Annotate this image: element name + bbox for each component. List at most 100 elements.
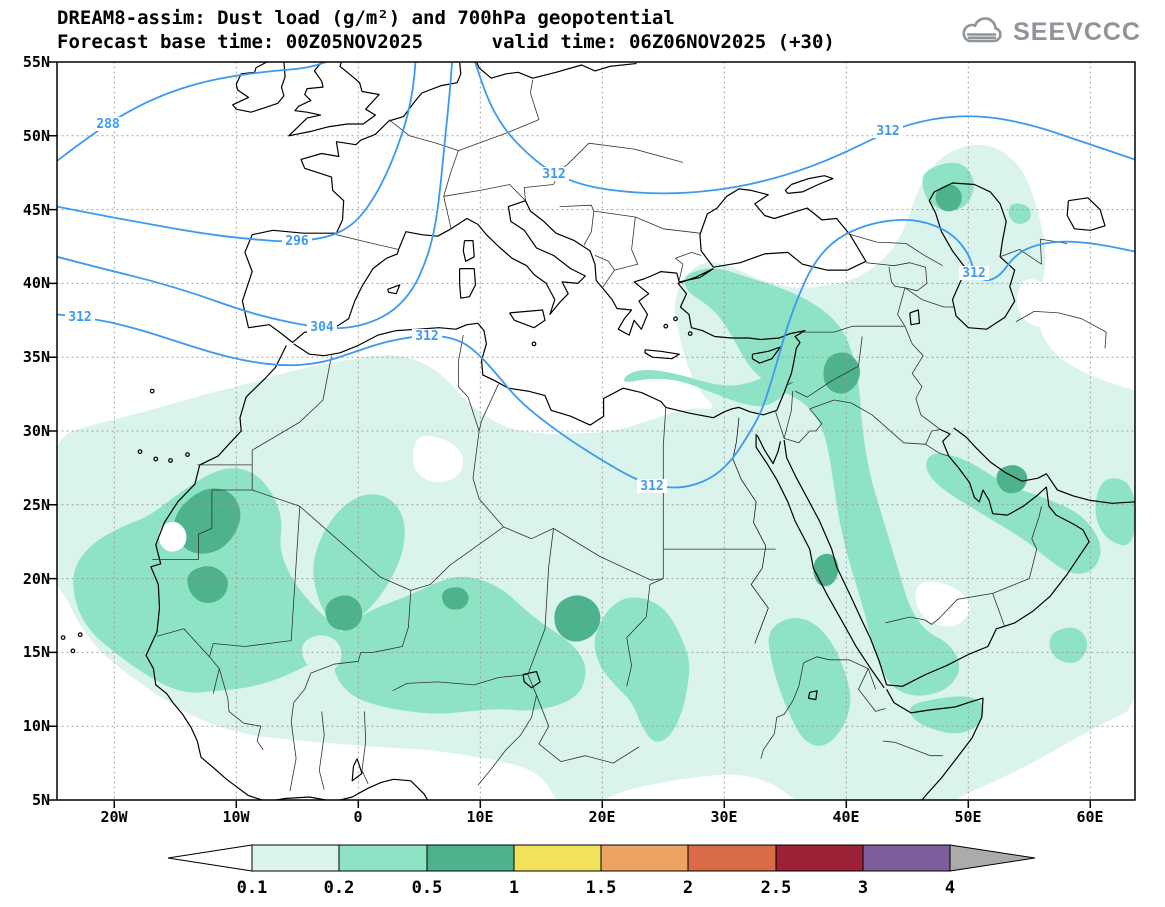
coastline-path [462,240,475,262]
border-path [251,355,332,465]
dust-region-05 [325,595,363,631]
colorbar-tick-label: 2 [683,878,693,898]
coastline-path [398,200,714,336]
border-path [458,335,480,432]
coastline-path [293,268,806,426]
dust-shading-level-3 [173,184,1028,642]
coastline-path [241,229,400,343]
colorbar-tick-label: 1 [509,878,519,898]
dust-region-05 [442,587,469,610]
coastline-path [928,182,1016,330]
border-path [583,211,595,246]
coastline-path [886,689,984,800]
dust-region-02 [332,576,586,714]
coastline-path [509,309,546,329]
island-dot [168,458,173,463]
border-path [904,287,955,308]
coastline-path [755,434,885,689]
border-path [783,391,794,439]
lon-label: 30E [710,808,737,826]
border-path [834,399,949,457]
dust-free-hole [1017,278,1057,327]
border-path [392,674,528,692]
lat-label: 55N [23,53,50,71]
border-path [361,711,369,784]
colorbar-segment [426,844,515,872]
tick-marks [49,61,1092,808]
colorbar-segment [862,844,951,872]
dust-region-02 [1049,627,1088,663]
colorbar-tick-label: 0.1 [237,878,268,898]
colorbar-tick-label: 1.5 [586,878,617,898]
colorbar-segment [687,844,777,872]
colorbar-tick-label: 3 [858,878,868,898]
border-path [318,711,325,790]
contour-label: 312 [962,266,985,281]
axis-ticks [49,61,1092,808]
dust-region-02 [313,494,405,624]
contour-label: 312 [415,329,438,344]
contour-label: 312 [68,310,91,325]
island-dot [687,331,693,337]
colorbar-below-min-arrow [167,844,253,872]
border-path [594,255,615,271]
coastline-path [751,346,782,364]
coastline-path [909,309,921,326]
colorbar-segment [338,844,428,872]
island-dot [149,388,155,394]
coastline-path [145,345,429,800]
lat-label: 25N [23,496,50,514]
coastline-path [784,175,834,194]
colorbar-tick-label: 2.5 [761,878,792,898]
lat-label: 20N [23,570,50,588]
border-path [1015,311,1107,349]
dust-region-02 [768,617,851,746]
island-dot [531,341,537,347]
dust-region-05 [823,352,860,394]
grid-lines [57,62,1135,800]
coastline-path [300,62,462,234]
border-path [218,668,264,751]
coastline-path [387,284,401,295]
island-dot [663,323,669,329]
dust-region-05 [173,488,241,554]
lat-label: 10N [23,717,50,735]
colorbar-tick-label: 4 [945,878,955,898]
border-path [289,721,297,792]
border-path [865,262,928,292]
dust-region-02 [623,368,798,407]
coastline-path [953,427,1135,504]
border-path [858,668,886,712]
colorbar-tick-label: 0.5 [412,878,443,898]
coastline-path [783,439,888,686]
colorbar-above-max-arrow [949,844,1036,872]
dust-region-05 [187,566,228,604]
coastline-path [288,62,380,137]
contour-label: 304 [310,320,334,335]
contour-label: 296 [285,234,309,249]
border-path [527,528,554,675]
border-path [885,593,1006,628]
dust-region-02 [594,597,690,742]
lat-label: 5N [32,791,50,809]
border-path [794,336,863,398]
dust-region-02 [909,696,984,734]
dust-hole-01 [301,635,342,672]
coastline-path [476,62,637,79]
border-path [888,267,906,327]
coastline-path [1066,197,1106,231]
geopotential-contour [57,219,1135,489]
border-path [775,411,785,439]
dust-shading-level-1-holes [301,635,342,672]
lat-label: 30N [23,422,50,440]
border-path [662,407,667,550]
lon-label: 10E [466,808,493,826]
lat-label: 35N [23,348,50,366]
lon-label: 20W [100,808,128,826]
border-path [925,429,941,445]
border-path [675,252,702,259]
dust-free-hole [412,436,464,483]
dust-free-hole [915,581,970,627]
lat-label: 40N [23,274,50,292]
contour-label: 312 [640,479,663,494]
